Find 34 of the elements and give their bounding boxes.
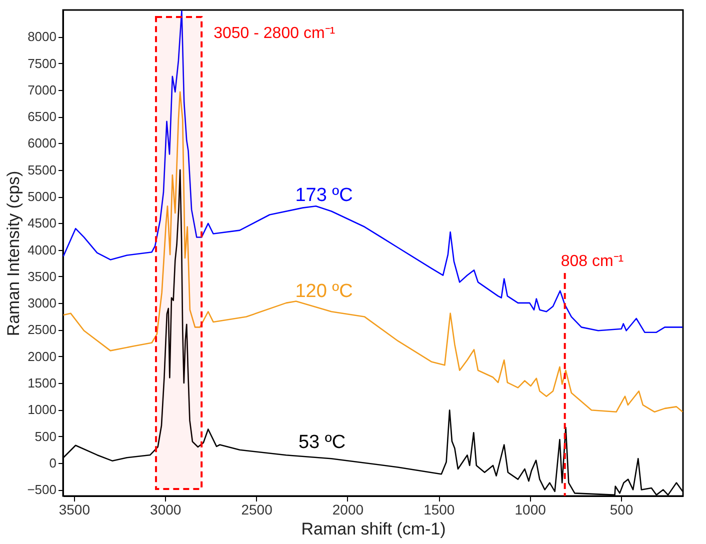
y-tick-label: 5000 bbox=[28, 189, 56, 204]
y-tick-label: 6500 bbox=[28, 109, 56, 124]
y-tick-label: 2000 bbox=[28, 348, 56, 364]
x-tick-label: 2000 bbox=[332, 502, 364, 518]
y-tick-label: 3500 bbox=[28, 268, 56, 284]
x-tick-label: 2500 bbox=[241, 502, 273, 518]
y-tick-label: 3000 bbox=[28, 296, 56, 311]
x-tick-label: 500 bbox=[610, 502, 634, 518]
ref-line-label: 808 cm⁻¹ bbox=[560, 253, 624, 270]
y-tick-label: −500 bbox=[27, 482, 56, 498]
x-tick-label: 3000 bbox=[150, 502, 182, 518]
band-label: 3050 - 2800 cm⁻¹ bbox=[214, 25, 336, 42]
y-tick-label: 6000 bbox=[28, 136, 56, 151]
series-label: 120 ºC bbox=[295, 281, 353, 302]
y-tick-label: 1000 bbox=[28, 402, 56, 418]
y-axis-title: Raman Intensity (cps) bbox=[4, 170, 24, 336]
y-tick-label: 8000 bbox=[28, 29, 56, 44]
x-axis-title: Raman shift (cm-1) bbox=[301, 520, 446, 538]
x-tick-label: 1000 bbox=[514, 502, 546, 518]
y-tick-label: 7000 bbox=[28, 82, 56, 98]
y-tick-label: 1500 bbox=[28, 376, 56, 391]
x-tick-label: 3500 bbox=[58, 502, 90, 518]
y-tick-label: 2500 bbox=[28, 322, 56, 338]
x-tick-label: 1500 bbox=[424, 502, 455, 518]
y-tick-label: 7500 bbox=[28, 56, 56, 71]
line-series bbox=[62, 91, 684, 413]
y-tick-label: 5500 bbox=[28, 162, 56, 178]
y-tick-label: 500 bbox=[34, 428, 56, 444]
series-label: 173 ºC bbox=[295, 185, 353, 206]
y-tick-label: 4000 bbox=[28, 242, 56, 258]
y-tick-label: 0 bbox=[49, 455, 56, 470]
series-label: 53 ºC bbox=[298, 432, 346, 453]
y-tick-label: 4500 bbox=[28, 216, 56, 231]
line-series bbox=[62, 10, 684, 333]
